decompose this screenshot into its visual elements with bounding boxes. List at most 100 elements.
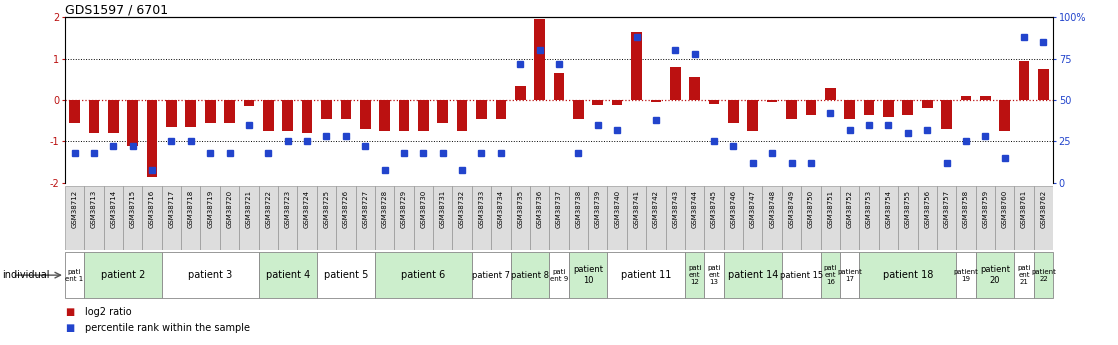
Bar (200, 186, 220, 250)
Text: GSM38732: GSM38732 (459, 190, 465, 228)
Text: GSM38744: GSM38744 (692, 190, 698, 228)
Text: patient 2: patient 2 (101, 270, 145, 280)
Bar (511, 186, 530, 250)
Text: pati
ent
13: pati ent 13 (708, 265, 721, 285)
Text: GSM38718: GSM38718 (188, 190, 193, 228)
Bar (321, 100, 332, 119)
Bar (244, 100, 254, 106)
Text: percentile rank within the sample: percentile rank within the sample (85, 323, 250, 333)
Bar (685, 252, 704, 298)
Bar (593, 100, 603, 105)
Text: pati
ent
16: pati ent 16 (824, 265, 837, 285)
Bar (278, 186, 297, 250)
Text: patient 7: patient 7 (472, 270, 510, 280)
Bar (283, 100, 293, 131)
Bar (375, 186, 395, 250)
Text: pati
ent 1: pati ent 1 (66, 269, 84, 282)
Bar (127, 100, 138, 146)
Text: GSM38748: GSM38748 (769, 190, 775, 228)
Text: patient 6: patient 6 (401, 270, 445, 280)
Bar (864, 100, 874, 115)
Text: GSM38714: GSM38714 (111, 190, 116, 228)
Bar (937, 186, 956, 250)
Bar (723, 186, 743, 250)
Bar (162, 186, 181, 250)
Bar (588, 186, 607, 250)
Bar (840, 252, 860, 298)
Text: GSM38736: GSM38736 (537, 190, 542, 228)
Bar (612, 100, 623, 105)
Bar (549, 186, 569, 250)
Bar (239, 186, 258, 250)
Bar (414, 186, 433, 250)
Bar (781, 252, 821, 298)
Bar (569, 252, 607, 298)
Bar (476, 100, 486, 119)
Bar (743, 186, 762, 250)
Bar (902, 100, 913, 115)
Text: GSM38716: GSM38716 (149, 190, 155, 228)
Bar (569, 186, 588, 250)
Text: GSM38739: GSM38739 (595, 190, 600, 228)
Text: GSM38738: GSM38738 (576, 190, 581, 228)
Bar (65, 186, 84, 250)
Text: patient 15: patient 15 (779, 270, 823, 280)
Bar (395, 186, 414, 250)
Text: patient 18: patient 18 (882, 270, 934, 280)
Bar (437, 100, 448, 123)
Bar (879, 186, 898, 250)
Bar (802, 186, 821, 250)
Text: GSM38730: GSM38730 (420, 190, 426, 228)
Bar (225, 100, 235, 123)
Bar (728, 100, 739, 123)
Bar (1039, 69, 1049, 100)
Bar (297, 186, 316, 250)
Bar (704, 186, 723, 250)
Text: GSM38713: GSM38713 (91, 190, 97, 228)
Bar (472, 186, 491, 250)
Text: GSM38752: GSM38752 (846, 190, 853, 228)
Bar (553, 73, 565, 100)
Bar (167, 100, 177, 127)
Bar (1034, 252, 1053, 298)
Text: GSM38729: GSM38729 (401, 190, 407, 228)
Text: GSM38743: GSM38743 (672, 190, 679, 228)
Bar (632, 32, 642, 100)
Text: patient 5: patient 5 (323, 270, 368, 280)
Bar (146, 100, 158, 177)
Bar (220, 186, 239, 250)
Text: patient
19: patient 19 (954, 269, 978, 282)
Text: GSM38746: GSM38746 (730, 190, 737, 228)
Bar (457, 100, 467, 131)
Text: GSM38724: GSM38724 (304, 190, 310, 228)
Bar (670, 67, 681, 100)
Bar (302, 100, 312, 133)
Text: GSM38728: GSM38728 (381, 190, 388, 228)
Text: patient
10: patient 10 (574, 265, 603, 285)
Text: patient
17: patient 17 (837, 269, 862, 282)
Bar (860, 252, 956, 298)
Bar (205, 100, 216, 123)
Text: log2 ratio: log2 ratio (85, 307, 132, 317)
Bar (806, 100, 816, 115)
Bar (530, 186, 549, 250)
Bar (515, 86, 525, 100)
Bar (491, 186, 511, 250)
Bar (840, 186, 860, 250)
Bar (1014, 186, 1034, 250)
Bar (941, 100, 951, 129)
Text: GSM38722: GSM38722 (265, 190, 272, 228)
Text: GSM38720: GSM38720 (227, 190, 233, 228)
Bar (607, 186, 627, 250)
Bar (495, 100, 506, 119)
Text: patient 4: patient 4 (266, 270, 310, 280)
Text: GSM38753: GSM38753 (866, 190, 872, 228)
Text: GSM38742: GSM38742 (653, 190, 659, 228)
Bar (65, 252, 84, 298)
Bar (995, 186, 1014, 250)
Text: patient 14: patient 14 (728, 270, 778, 280)
Bar (627, 186, 646, 250)
Bar (258, 186, 278, 250)
Bar (472, 252, 511, 298)
Bar (844, 100, 855, 119)
